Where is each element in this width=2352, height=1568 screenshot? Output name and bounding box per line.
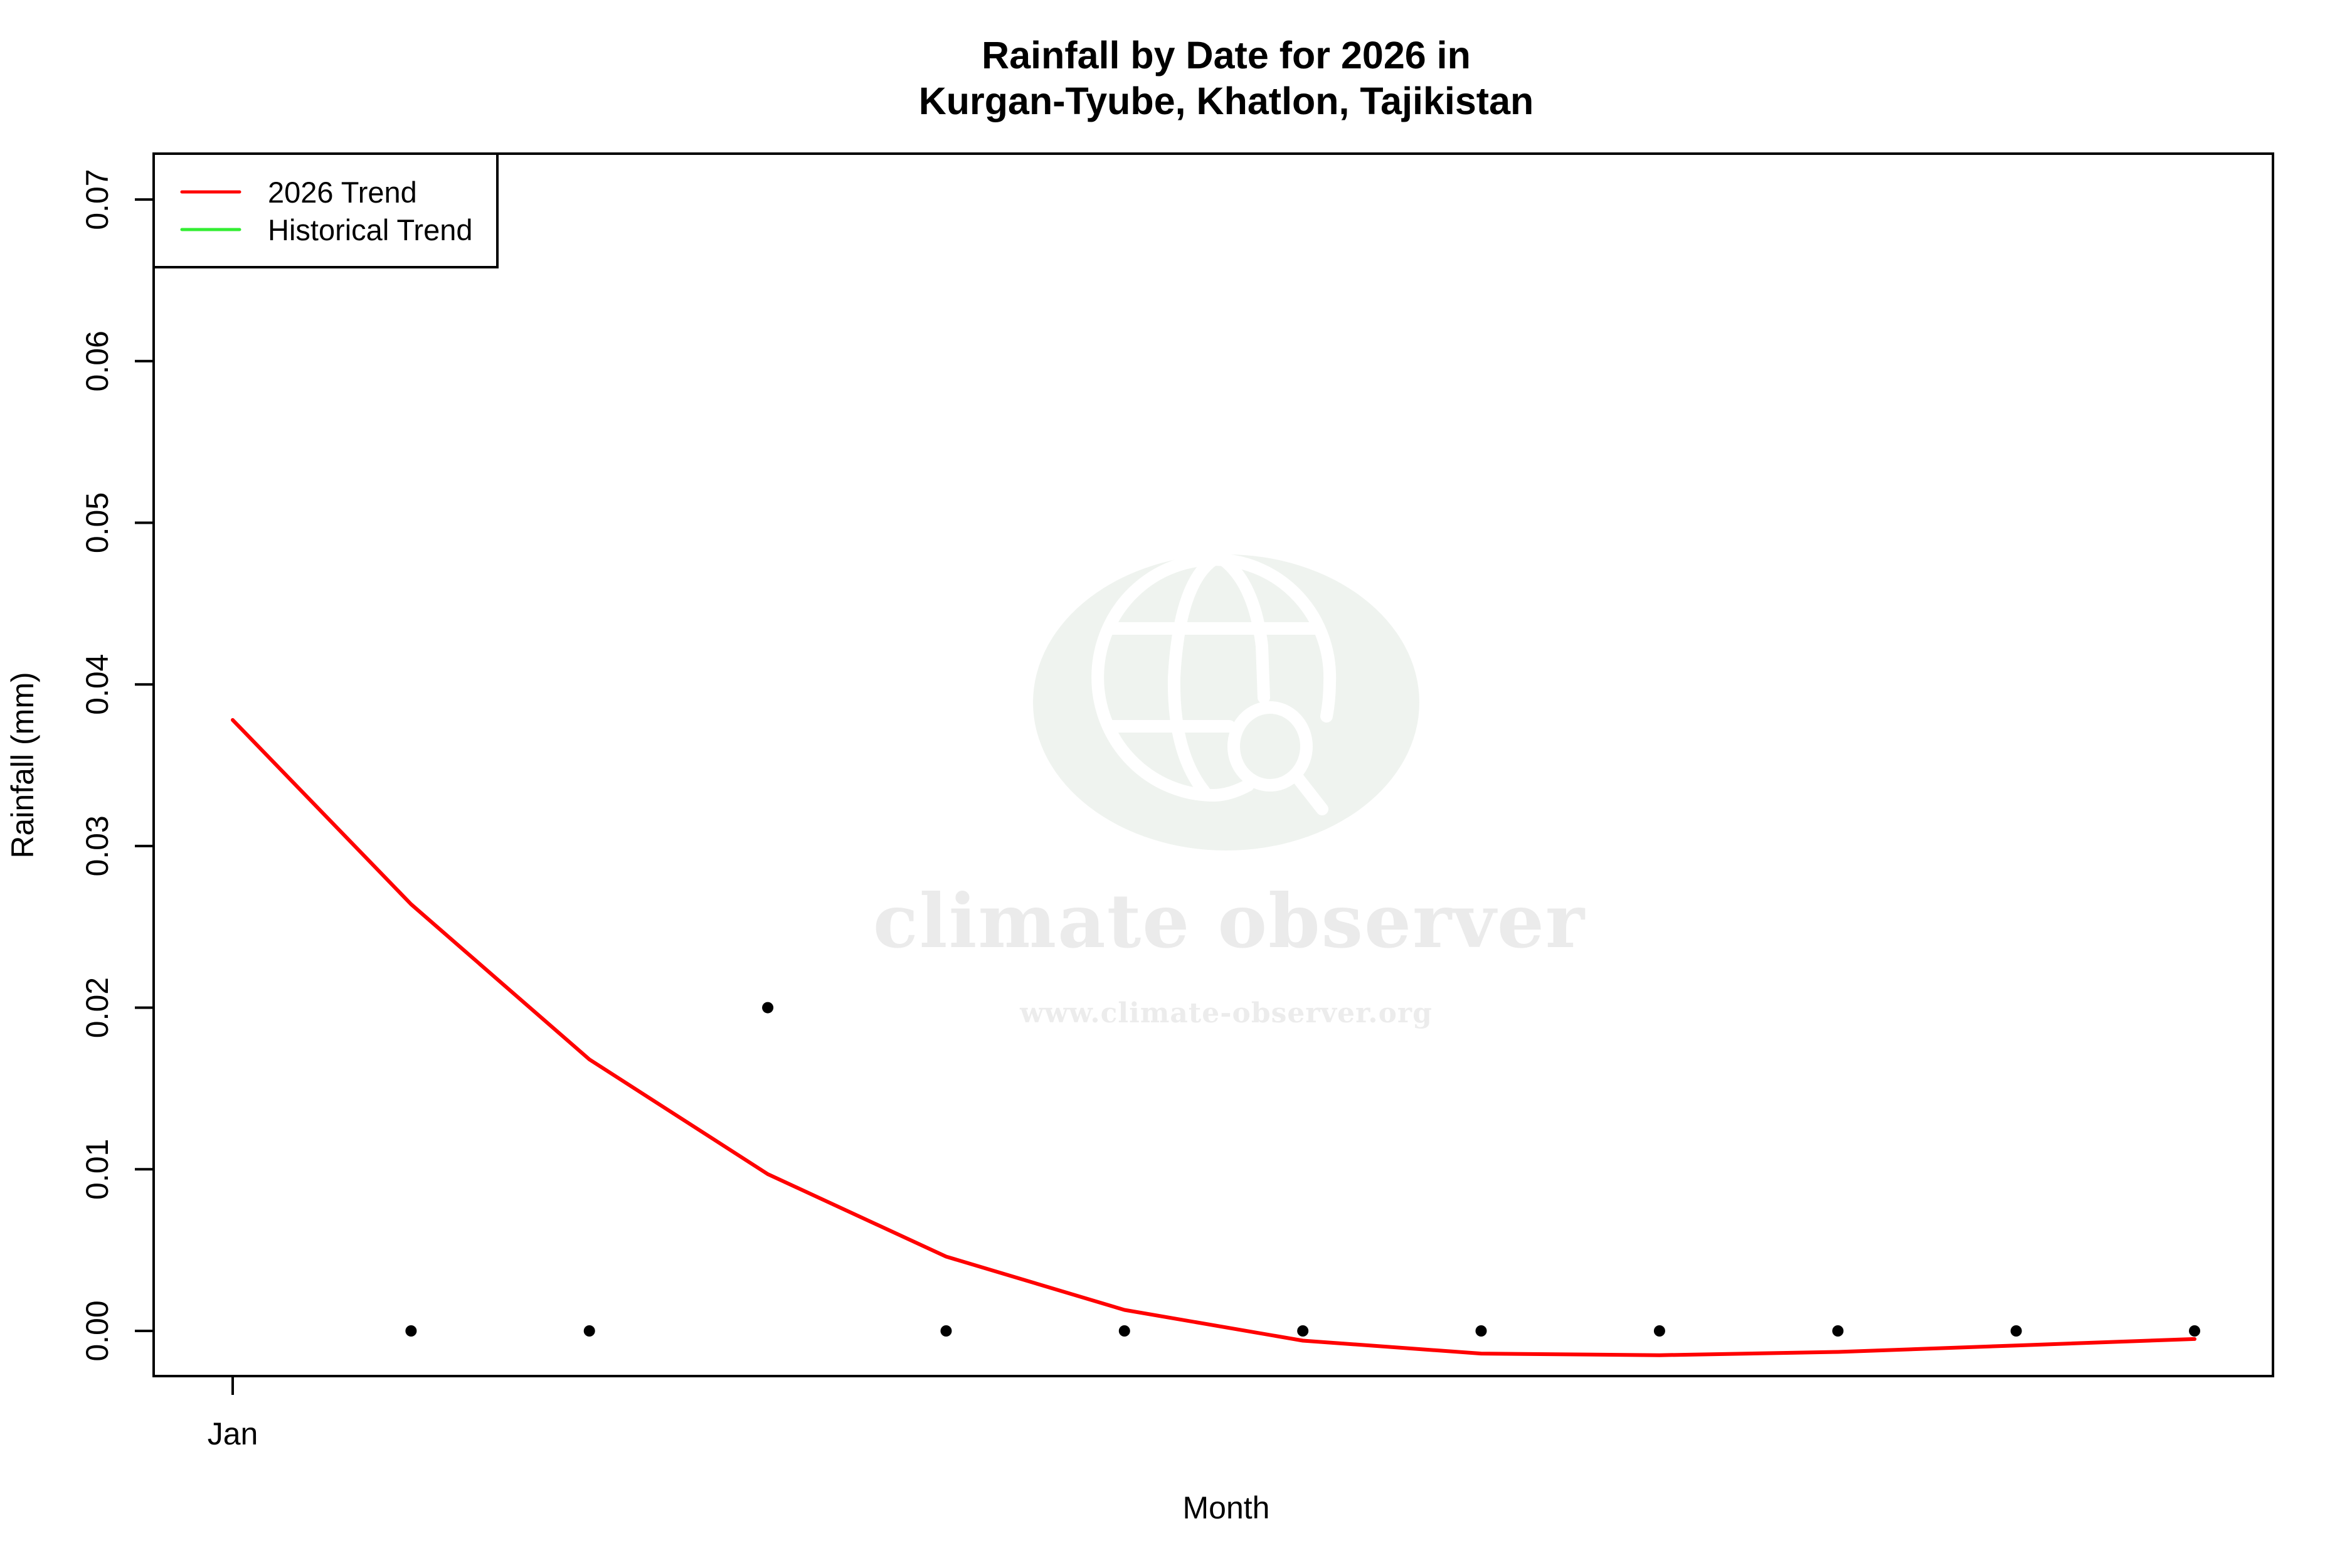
y-tick-label: 0.07 [80, 169, 115, 230]
observed-points [405, 1002, 2200, 1337]
observed-point [405, 1325, 417, 1337]
observed-point [762, 1002, 774, 1014]
y-tick-label: 0.02 [80, 977, 115, 1038]
legend-label-historical-trend: Historical Trend [268, 213, 473, 246]
legend: 2026 Trend Historical Trend [152, 152, 499, 268]
observed-point [1297, 1325, 1309, 1337]
observed-point [940, 1325, 952, 1337]
observed-point [1118, 1325, 1130, 1337]
y-tick-label: 0.01 [80, 1139, 115, 1200]
trend-line-2026 [231, 718, 2196, 1357]
y-tick-label: 0.05 [80, 492, 115, 553]
legend-box [152, 152, 499, 268]
observed-point [1475, 1325, 1487, 1337]
globe-search-icon [1091, 553, 1337, 815]
watermark-url: www.climate-observer.org [1019, 997, 1433, 1029]
watermark-brand: climate observer [873, 877, 1586, 965]
plot-area-frame [152, 152, 2274, 1377]
y-axis: 0.00 0.01 0.02 0.03 0.04 0.05 0.06 0.07 [80, 169, 154, 1362]
chart-title-line-2: Kurgan-Tyube, Khatlon, Tajikistan [919, 80, 1534, 122]
y-tick-label: 0.04 [80, 654, 115, 715]
legend-label-2026-trend: 2026 Trend [268, 176, 417, 209]
x-tick-label-jan: Jan [208, 1416, 258, 1451]
x-axis: Jan [208, 1376, 258, 1451]
watermark-badge [1033, 554, 1419, 850]
y-tick-label: 0.06 [80, 331, 115, 391]
chart-title-line-1: Rainfall by Date for 2026 in [982, 34, 1471, 77]
observed-point [2189, 1325, 2200, 1337]
observed-point [1832, 1325, 1844, 1337]
observed-point [583, 1325, 595, 1337]
x-axis-title: Month [1183, 1490, 1270, 1525]
y-tick-label: 0.03 [80, 815, 115, 876]
y-tick-label: 0.00 [80, 1300, 115, 1361]
observed-point [1653, 1325, 1665, 1337]
watermark: climate observer www.climate-observer.or… [873, 553, 1586, 1029]
observed-point [2010, 1325, 2022, 1337]
y-axis-title: Rainfall (mm) [5, 672, 40, 858]
